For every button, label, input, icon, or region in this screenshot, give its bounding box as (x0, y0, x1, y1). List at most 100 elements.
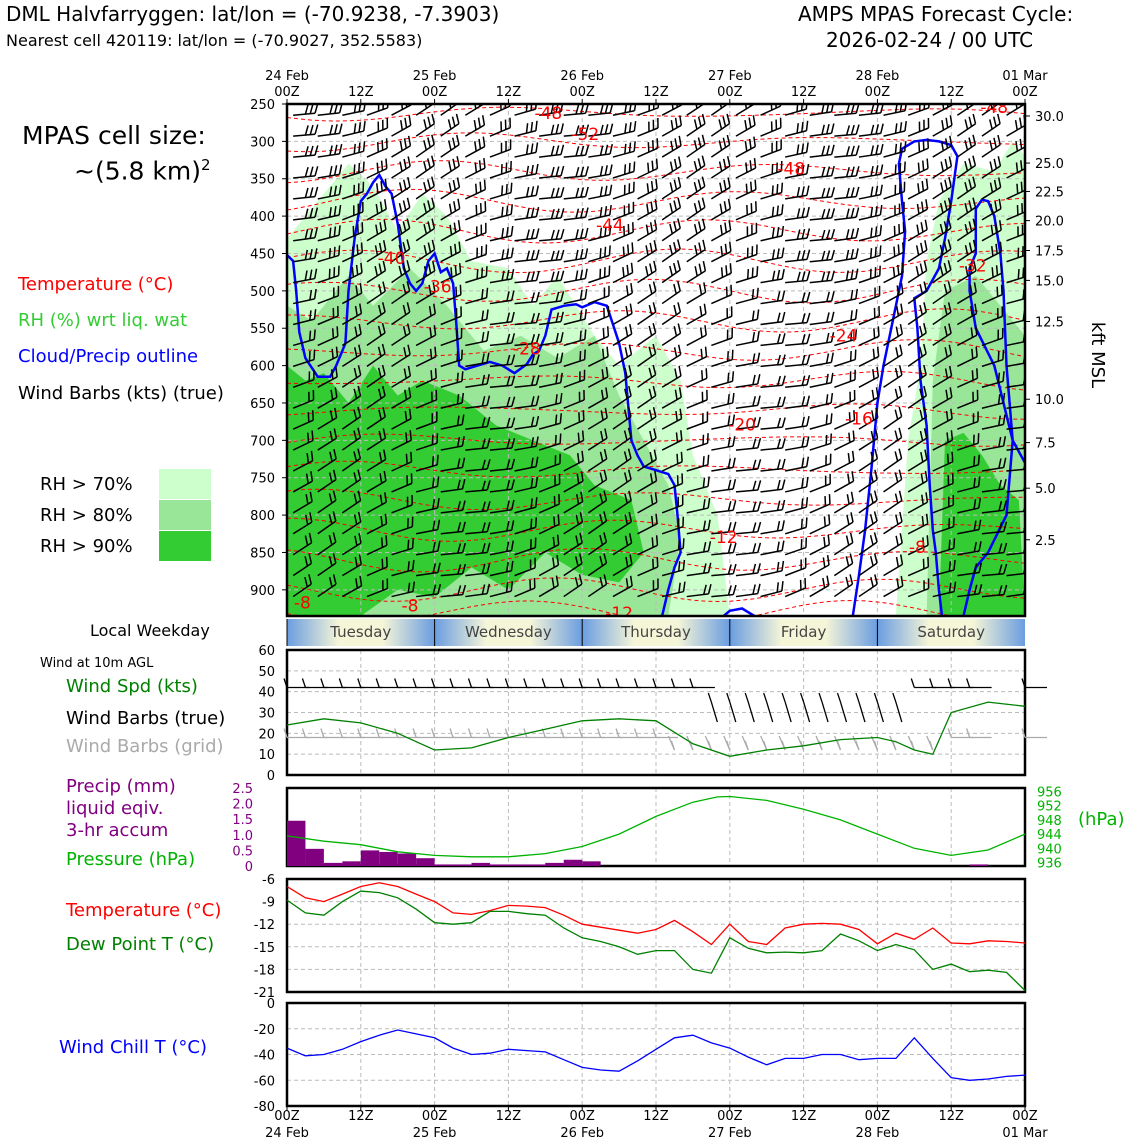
wind-barb-flag (703, 282, 707, 293)
wind-barb-flag (939, 223, 944, 234)
wind-barb-flag (923, 385, 928, 396)
wind-barb (784, 587, 806, 598)
wind-barb-flag (693, 161, 698, 172)
wind-barb-flag (1020, 181, 1023, 192)
wind-barb (735, 510, 758, 514)
wind-barb-flag (920, 473, 924, 484)
wind-barb (957, 571, 980, 577)
wind-barb (784, 151, 807, 158)
wind-barb-flag (1014, 119, 1018, 131)
wind-barb-flag (919, 367, 923, 378)
wind-barb-flag (678, 156, 682, 167)
wind-barb-flag (845, 208, 850, 219)
wind-barb-flag (699, 327, 703, 338)
wind-barb-flag (731, 371, 735, 382)
wind-barb-flag (624, 514, 629, 525)
wind-barb-flag (744, 104, 748, 109)
wind-barb (833, 583, 853, 598)
wind-barb-flag (752, 522, 757, 533)
wind-barb (292, 521, 313, 535)
wind-barb-flag (480, 267, 484, 278)
wind-barb (342, 231, 363, 242)
wind-barb (735, 210, 757, 221)
wind-barb-flag (308, 574, 312, 585)
wind-barb-flag (649, 263, 653, 274)
wind-barb-flag (560, 165, 565, 176)
wind-barb-flag (806, 374, 811, 386)
wind-barb-flag (877, 326, 880, 337)
top-hour-label: 00Z (422, 85, 448, 100)
wind-barb (317, 458, 337, 472)
wind-barb-flag (1028, 543, 1031, 553)
wind-barb-flag (752, 543, 757, 554)
wind-barb (293, 154, 316, 158)
wind-barb-flag (379, 201, 383, 212)
wind-barb-flag (999, 241, 1003, 252)
wind-barb (588, 173, 611, 179)
wind-barb (661, 227, 681, 242)
wind-barb (858, 234, 881, 242)
wind-barb-flag (1002, 436, 1007, 447)
wind-barb-flag (707, 454, 710, 465)
wind-barb-flag (333, 185, 337, 196)
wind-barb-flag (923, 322, 927, 334)
wind-barb-flag (801, 396, 806, 407)
wind-barb-flag (648, 284, 653, 295)
wind-barb (539, 111, 562, 116)
wind-barb (415, 143, 435, 158)
wind-barb (981, 294, 1003, 305)
wind-barb-flag (452, 179, 457, 191)
weekday-name: Wednesday (465, 623, 552, 641)
wind-barb-flag (433, 325, 437, 336)
wind-barb-flag (475, 183, 478, 194)
wind-barb-flag (447, 119, 452, 130)
top-hour-label: 12Z (496, 85, 522, 100)
wind-barb-flag (848, 432, 851, 443)
wind-barb-flag (530, 354, 535, 365)
wind-barb-flag (363, 121, 366, 132)
wind-barb-flag (501, 270, 505, 281)
wind-barb-flag (652, 302, 657, 313)
wind-barb-flag (304, 535, 309, 546)
wind-barb (440, 186, 460, 200)
pressure-line (286, 795, 1026, 858)
wind-barb-flag (870, 104, 875, 115)
wind-barb (637, 544, 658, 556)
wind-barb (588, 254, 610, 263)
wind-barb (833, 521, 854, 535)
wind-barb-flag (1002, 349, 1005, 360)
wind-barb-flag (379, 494, 383, 505)
wind-barb-flag (599, 165, 604, 177)
wind-barb-flag (873, 553, 878, 564)
cell-size-text: ~(5.8 km) (74, 156, 201, 186)
legend-temperature: Temperature (°C) (18, 274, 174, 295)
wind-barb (711, 466, 734, 472)
wind-barb-flag (483, 179, 487, 190)
wind-barb-flag (830, 144, 835, 155)
dewpoint-label: Dew Point T (°C) (66, 934, 215, 955)
wind-barb-grid-flag (633, 728, 639, 738)
wind-barb-flag (771, 228, 775, 239)
wind-barb-flag (757, 395, 761, 406)
wind-barb-flag (486, 480, 491, 491)
wind-barb (415, 420, 438, 430)
wind-barb (661, 124, 682, 137)
wind-barb-flag (622, 267, 625, 278)
wind-barb (514, 151, 537, 158)
wind-barb-flag (405, 453, 408, 464)
wind-barb-flag (978, 541, 982, 552)
wind-barb (317, 234, 340, 242)
wind-barb-flag (830, 311, 835, 322)
wind-barb-flag (398, 203, 403, 214)
wind-barb-flag (992, 116, 997, 127)
wind-barb-flag (609, 143, 614, 155)
wind-barb (637, 167, 658, 179)
wind-barb (981, 250, 1002, 263)
wind-frame (285, 648, 1027, 777)
wind-barb-flag (972, 134, 977, 145)
wind-tick-label: 10 (258, 748, 275, 763)
wind-barb-flag (875, 144, 879, 155)
wind-barb-flag (897, 244, 900, 255)
wind-barb (415, 291, 436, 305)
